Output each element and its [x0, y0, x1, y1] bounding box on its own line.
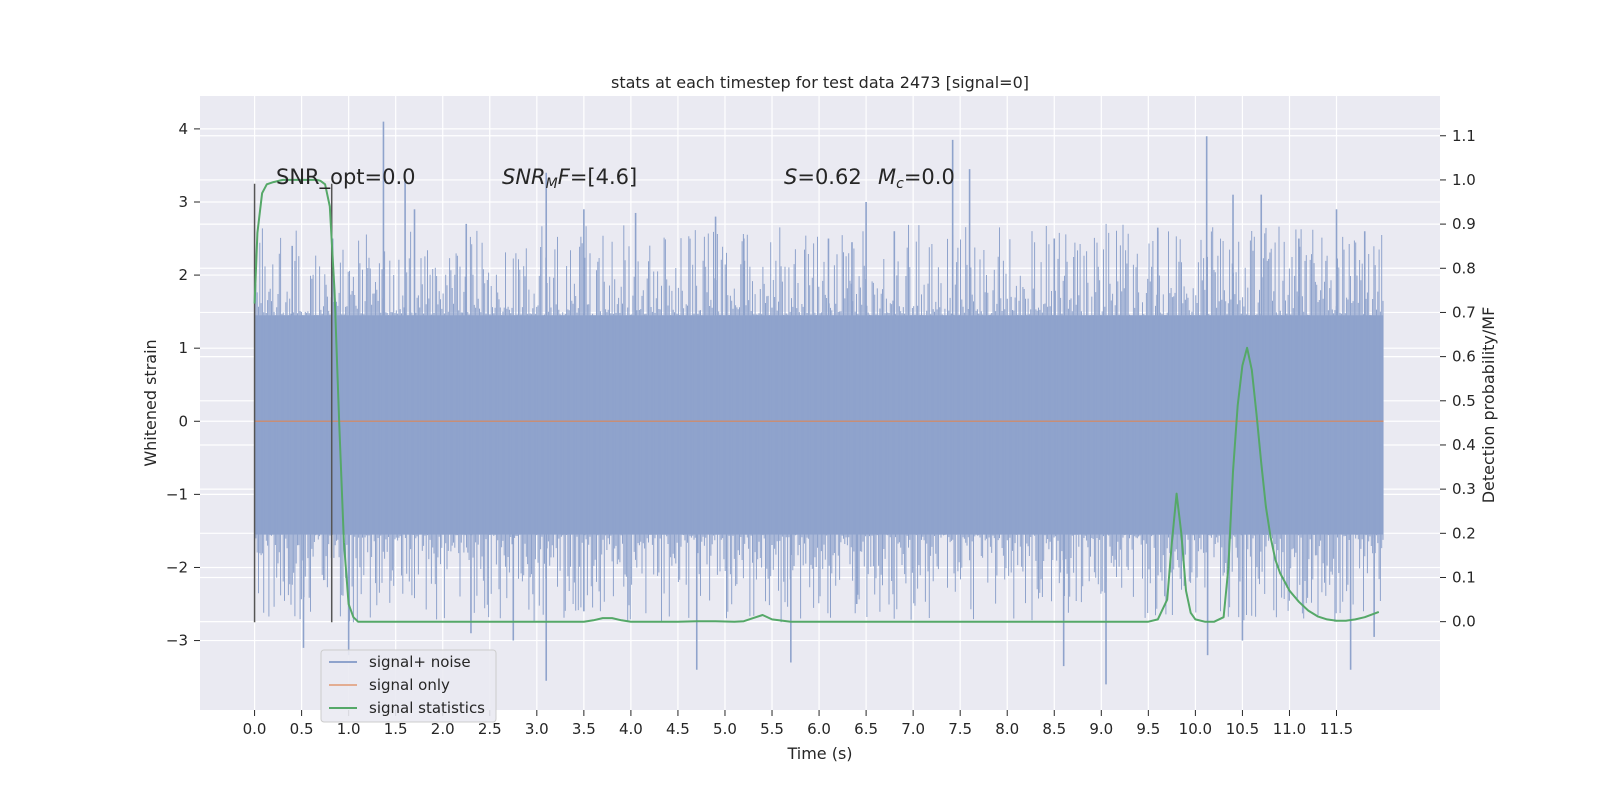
chart-title: stats at each timestep for test data 247…	[611, 73, 1029, 92]
y2-tick-label-2: 0.2	[1452, 524, 1476, 542]
x-tick-label-14: 7.0	[901, 720, 925, 738]
x-tick-label-13: 6.5	[854, 720, 878, 738]
axes: 0.0 0.5 1.0 1.5 2.0 2.5 3.0 3.5 4.0 4.5 5.0 5.5 6.0 6…	[166, 120, 1476, 738]
x-tick-label-18: 9.0	[1089, 720, 1113, 738]
annotation-mc-rest: =0.0	[904, 165, 955, 189]
x-tick-label-22: 11.0	[1273, 720, 1306, 738]
legend: signal+ noise signal only signal statist…	[320, 649, 497, 723]
x-tick-label-6: 3.0	[525, 720, 549, 738]
y-tick-label-7: 4	[178, 120, 188, 138]
y2-tick-label-5: 0.5	[1452, 392, 1476, 410]
annotation-snr-mf-rest-f: F	[558, 165, 571, 189]
x-tick-label-11: 5.5	[760, 720, 784, 738]
x-tick-label-1: 0.5	[290, 720, 314, 738]
y2-axis-label: Detection probability/MF	[1479, 307, 1498, 504]
y-tick-label-3: 0	[178, 412, 188, 430]
annotation-s-rest: =0.62	[797, 165, 861, 189]
y-axis-label: Whitened strain	[141, 339, 160, 466]
x-tick-label-4: 2.0	[431, 720, 455, 738]
y-tick-label-0: −3	[166, 632, 188, 650]
x-tick-label-8: 4.0	[619, 720, 643, 738]
x-tick-label-19: 9.5	[1136, 720, 1160, 738]
annotation-snr-mf-rest: =[4.6]	[570, 165, 637, 189]
y-tick-label-1: −2	[166, 558, 188, 576]
legend-box	[320, 649, 497, 723]
x-tick-label-9: 4.5	[666, 720, 690, 738]
y2-tick-label-1: 0.1	[1452, 568, 1476, 586]
x-tick-label-17: 8.5	[1042, 720, 1066, 738]
legend-label-signal-noise: signal+ noise	[369, 653, 471, 671]
y2-tick-label-4: 0.4	[1452, 436, 1476, 454]
annotation-snr-opt: SNR_opt=0.0	[276, 165, 416, 190]
annotation-mc-main: M	[878, 165, 896, 189]
x-tick-label-3: 1.5	[384, 720, 408, 738]
y2-tick-label-10: 1.0	[1452, 171, 1476, 189]
annotation-mc-sub: c	[896, 176, 904, 192]
series-signal-statistics	[253, 178, 1380, 623]
x-tick-label-21: 10.5	[1226, 720, 1259, 738]
y2-tick-label-3: 0.3	[1452, 480, 1476, 498]
x-tick-label-20: 10.0	[1179, 720, 1212, 738]
series-signal-noise	[254, 121, 1384, 685]
y-tick-label-5: 2	[178, 266, 188, 284]
annotation-s-main: S	[784, 165, 797, 189]
y-tick-label-4: 1	[178, 339, 188, 357]
annotation-mc: Mc=0.0	[878, 165, 955, 192]
x-tick-label-15: 7.5	[948, 720, 972, 738]
y-tick-label-2: −1	[166, 485, 188, 503]
annotation-snr-mf-sub: M	[546, 176, 558, 192]
annotation-snr-mf: SNRMF=[4.6]	[502, 165, 637, 192]
y2-tick-label-7: 0.7	[1452, 303, 1476, 321]
x-axis-label: Time (s)	[786, 744, 852, 763]
x-tick-label-23: 11.5	[1320, 720, 1353, 738]
x-tick-label-7: 3.5	[572, 720, 596, 738]
y2-tick-label-9: 0.9	[1452, 215, 1476, 233]
y-tick-label-6: 3	[178, 193, 188, 211]
y2-tick-label-0: 0.0	[1452, 613, 1476, 631]
legend-label-signal-only: signal only	[369, 676, 450, 694]
legend-label-signal-statistics: signal statistics	[369, 699, 485, 717]
annotation-snr-mf-main: SNR	[502, 165, 546, 189]
y2-tick-label-11: 1.1	[1452, 127, 1476, 145]
y2-tick-label-6: 0.6	[1452, 348, 1476, 366]
y2-tick-label-8: 0.8	[1452, 259, 1476, 277]
x-tick-label-16: 8.0	[995, 720, 1019, 738]
signal-statistics-line	[253, 178, 1380, 623]
x-tick-label-0: 0.0	[243, 720, 267, 738]
x-tick-label-10: 5.0	[713, 720, 737, 738]
x-tick-label-5: 2.5	[478, 720, 502, 738]
annotation-s: S=0.62	[784, 165, 862, 189]
x-tick-label-12: 6.0	[807, 720, 831, 738]
x-tick-label-2: 1.0	[337, 720, 361, 738]
